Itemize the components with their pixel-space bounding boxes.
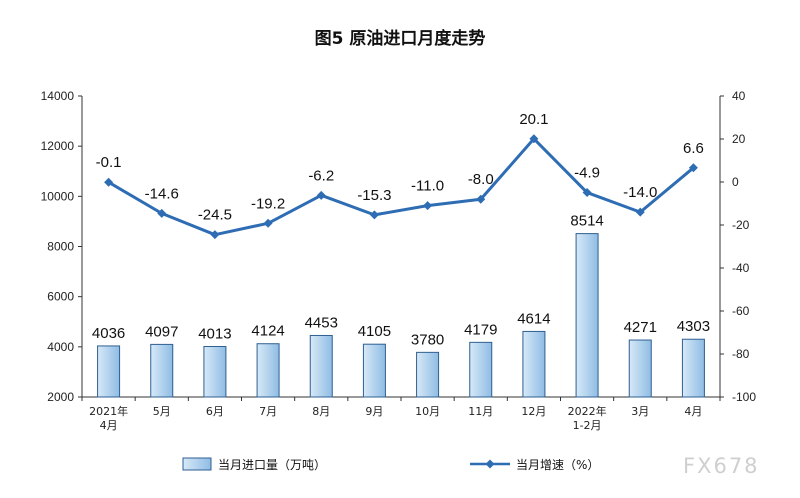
bar-value-label: 4453 [305,314,338,331]
line-series [104,134,698,240]
line-point [423,201,433,211]
line-value-label: -15.3 [357,187,391,204]
legend-bar-swatch [182,457,212,471]
line-point [263,218,273,228]
x-tick-label: 2021年 [89,404,128,418]
line-value-label: -14.6 [145,185,179,202]
right-tick-label: -40 [732,261,750,275]
x-tick-label: 1-2月 [573,419,602,432]
right-tick-label: -20 [732,218,750,232]
x-tick-label: 11月 [468,405,493,418]
bar-value-label: 4303 [677,318,710,335]
x-tick-label: 5月 [153,405,171,418]
line-value-label: -11.0 [411,178,444,195]
x-tick-label: 4月 [684,405,702,418]
x-tick-label: 6月 [206,405,224,418]
x-tick-label: 9月 [365,405,383,418]
bar [522,330,546,398]
line-point [104,177,114,187]
bar [150,343,174,398]
right-tick-label: 0 [732,175,739,189]
bar-value-label: 4614 [517,310,550,327]
bar-series [97,233,705,398]
line-value-label: -19.2 [251,195,285,212]
bar [362,343,386,398]
line-data-labels: -0.1 -14.6 -24.5 -19.2 -6.2 -15.3 -11.0 -8.0 20.… [96,111,704,224]
line-point [635,207,645,217]
line-point [529,134,539,144]
right-axis-ticks: -100 -80 -60 -40 -20 0 20 40 [720,89,756,404]
chart-title: 图5 原油进口月度走势 [315,28,486,49]
line-value-label: 20.1 [519,111,548,128]
right-tick-label: 20 [732,132,746,146]
line-point [688,163,698,173]
x-tick-label: 4月 [100,419,118,432]
bar-value-label: 4097 [145,323,178,340]
line-point [582,188,592,198]
x-tick-label: 10月 [415,405,440,418]
right-tick-label: -80 [732,347,750,361]
bar-value-label: 4271 [624,319,657,336]
left-axis-ticks: 2000 4000 6000 8000 10000 12000 14000 [41,89,82,404]
line-value-label: -6.2 [308,167,334,184]
bar [416,351,440,398]
bar-data-labels: 4036 4097 4013 4124 4453 4105 3780 4179 4614 8514… [92,213,710,349]
x-tick-label: 3月 [631,405,649,418]
line-point [157,208,167,218]
left-tick-label: 14000 [41,89,75,103]
bar-value-label: 4013 [198,326,231,343]
legend-line-label: 当月增速（%） [516,458,599,472]
right-tick-label: -60 [732,304,750,318]
bar [256,343,280,398]
watermark: FX678 [683,454,760,478]
left-tick-label: 12000 [41,139,75,153]
line-path [107,137,695,237]
bar [469,341,493,398]
bar [309,334,333,398]
x-tick-label: 8月 [312,405,330,418]
x-tick-label: 12月 [521,405,546,418]
left-tick-label: 6000 [47,290,74,304]
line-point [369,210,379,220]
line-value-label: -14.0 [623,184,657,201]
line-value-label: -24.5 [198,207,232,224]
line-point [316,190,326,200]
line-value-label: -0.1 [96,154,122,171]
right-tick-label: -100 [732,390,756,404]
bar-value-label: 4124 [251,323,284,340]
bar [97,345,121,398]
bar-value-label: 8514 [570,213,603,230]
left-tick-label: 8000 [47,240,74,254]
x-tick-label: 2022年 [568,404,607,418]
legend: 当月进口量（万吨） 当月增速（%） [182,457,599,472]
bar-value-label: 4179 [464,321,497,338]
line-point [476,194,486,204]
bar-value-label: 3780 [411,331,444,348]
bar [681,338,705,398]
x-tick-label: 7月 [259,405,277,418]
line-value-label: -4.9 [574,165,600,182]
bar [203,346,227,398]
bar-value-label: 4105 [358,323,391,340]
legend-line-marker [485,459,495,469]
legend-bar-label: 当月进口量（万吨） [218,458,326,472]
bar [628,339,652,398]
left-tick-label: 4000 [47,340,74,354]
line-point [210,230,220,240]
left-tick-label: 10000 [41,189,75,203]
line-value-label: 6.6 [683,140,704,157]
left-tick-label: 2000 [47,390,74,404]
right-tick-label: 40 [732,89,746,103]
bar-value-label: 4036 [92,325,125,342]
bar [575,233,599,398]
line-value-label: -8.0 [468,171,494,188]
